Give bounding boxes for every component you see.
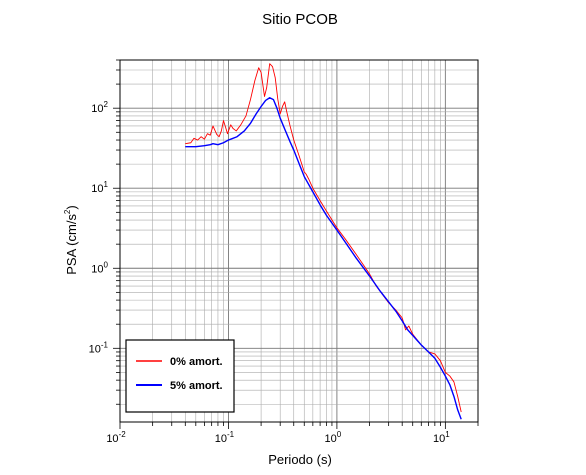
y-axis-label-exp: 2 [63, 209, 72, 214]
legend-label-0: 0% amort. [170, 356, 223, 368]
legend-label-1: 5% amort. [170, 380, 223, 392]
grid-lines [119, 59, 479, 422]
x-tick-label-1: 10-1 [215, 430, 235, 445]
series-layer [185, 63, 462, 420]
x-tick-label-0: 10-2 [106, 430, 126, 445]
plot-frame [119, 59, 479, 423]
y-axis-label-tail: ) [64, 205, 79, 209]
y-axis-label-base: PSA (cm/s [64, 214, 79, 275]
legend-box [125, 339, 235, 413]
y-tick-label-0: 10-1 [89, 340, 109, 355]
y-tick-label-3: 102 [91, 100, 108, 115]
x-tick-label-3: 101 [433, 430, 450, 445]
y-tick-label-2: 101 [91, 180, 108, 195]
x-axis-label: Periodo (s) [268, 452, 332, 467]
x-tick-label-2: 100 [325, 430, 342, 445]
series-line-1 [185, 97, 462, 420]
tick-marks [113, 59, 479, 429]
tick-labels: 10-2 10-1 100 101 10-1 100 101 102 [89, 100, 451, 445]
chart-title: Sitio PCOB [262, 11, 338, 28]
y-axis-label: PSA (cm/s2) [63, 205, 79, 274]
legend: 0% amort. 5% amort. [125, 339, 235, 413]
y-tick-label-1: 100 [91, 260, 108, 275]
